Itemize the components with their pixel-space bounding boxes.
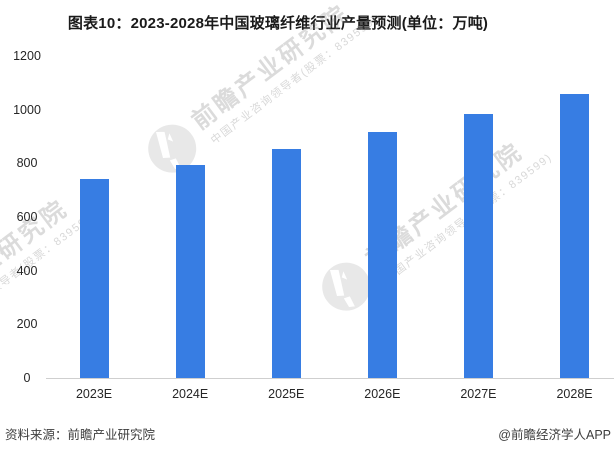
y-axis-tick-label: 800: [16, 156, 38, 171]
source-label: 资料来源：前瞻产业研究院: [5, 428, 156, 442]
x-axis-category-label: 2025E: [268, 387, 305, 401]
y-axis-tick-label: 400: [16, 263, 38, 278]
bar-2024E: [175, 164, 205, 378]
x-axis-category-label: 2024E: [172, 387, 209, 401]
bar-2027E: [463, 113, 493, 378]
y-axis-tick-label: 200: [16, 317, 38, 332]
bar-2023E: [79, 179, 109, 378]
bar-2026E: [367, 132, 397, 378]
bar-2025E: [271, 148, 301, 378]
chart-title: 图表10：2023-2028年中国玻璃纤维行业产量预测(单位：万吨): [67, 15, 489, 32]
x-axis-category-label: 2027E: [460, 387, 497, 401]
x-axis-line: [46, 378, 614, 379]
y-axis-tick-label: 1000: [13, 102, 41, 117]
y-axis-tick-label: 0: [23, 371, 31, 385]
x-axis-category-label: 2023E: [75, 387, 113, 401]
x-axis-category-label: 2028E: [556, 387, 593, 401]
credit-label: @前瞻经济学人APP: [498, 428, 611, 442]
y-axis-tick-label: 1200: [13, 49, 41, 63]
x-axis-category-label: 2026E: [364, 387, 401, 401]
y-axis-tick-label: 600: [16, 210, 38, 224]
bar-2028E: [560, 93, 590, 378]
